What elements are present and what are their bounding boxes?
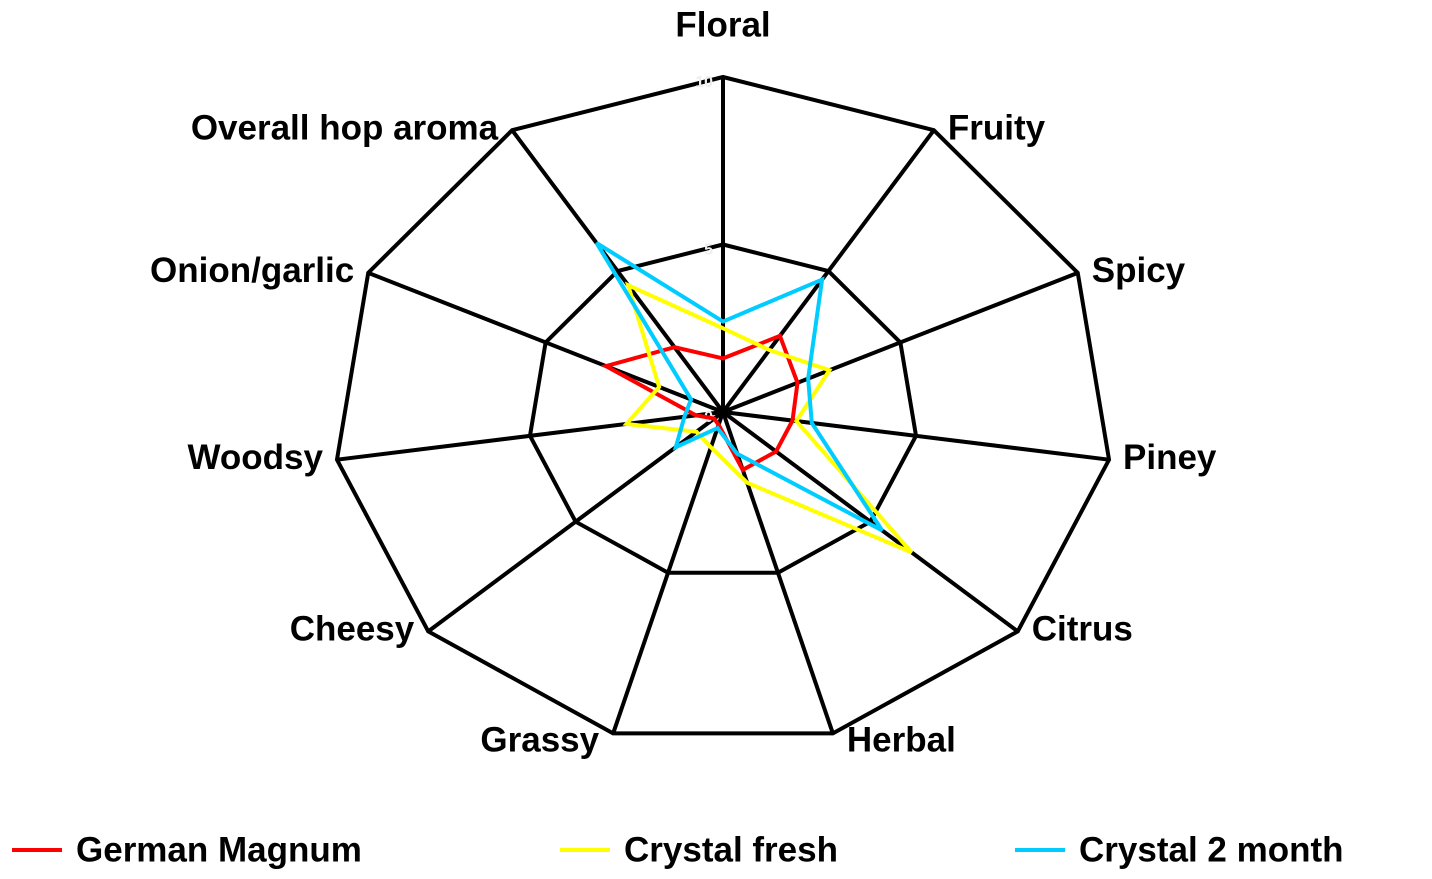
- spoke: [721, 410, 1019, 633]
- category-label: Cheesy: [290, 610, 415, 649]
- category-label: Floral: [675, 5, 770, 44]
- category-label: Spicy: [1092, 251, 1186, 290]
- tick-label: 5: [704, 242, 713, 259]
- category-label: Piney: [1123, 438, 1217, 477]
- category-label: Citrus: [1032, 610, 1133, 649]
- spoke: [367, 270, 724, 414]
- grid-ring: [527, 242, 919, 575]
- spoke: [722, 270, 1079, 414]
- category-label: Onion/garlic: [150, 251, 354, 290]
- spoke: [722, 410, 1110, 462]
- spoke: [721, 128, 936, 414]
- grid-ring: [334, 74, 1112, 736]
- spoke: [611, 411, 725, 735]
- series-line: [594, 241, 884, 533]
- series-line: [622, 281, 914, 555]
- spoke: [336, 410, 724, 462]
- category-label: Herbal: [847, 721, 956, 760]
- category-label: Overall hop aroma: [191, 108, 499, 147]
- category-label: Fruity: [948, 108, 1046, 147]
- tick-label: 10: [695, 74, 713, 91]
- category-label: Grassy: [480, 721, 599, 760]
- legend-label: German Magnum: [76, 830, 362, 869]
- legend-label: Crystal 2 month: [1079, 830, 1344, 869]
- legend-label: Crystal fresh: [624, 830, 838, 869]
- spoke: [510, 128, 725, 414]
- category-label: Woodsy: [187, 438, 323, 477]
